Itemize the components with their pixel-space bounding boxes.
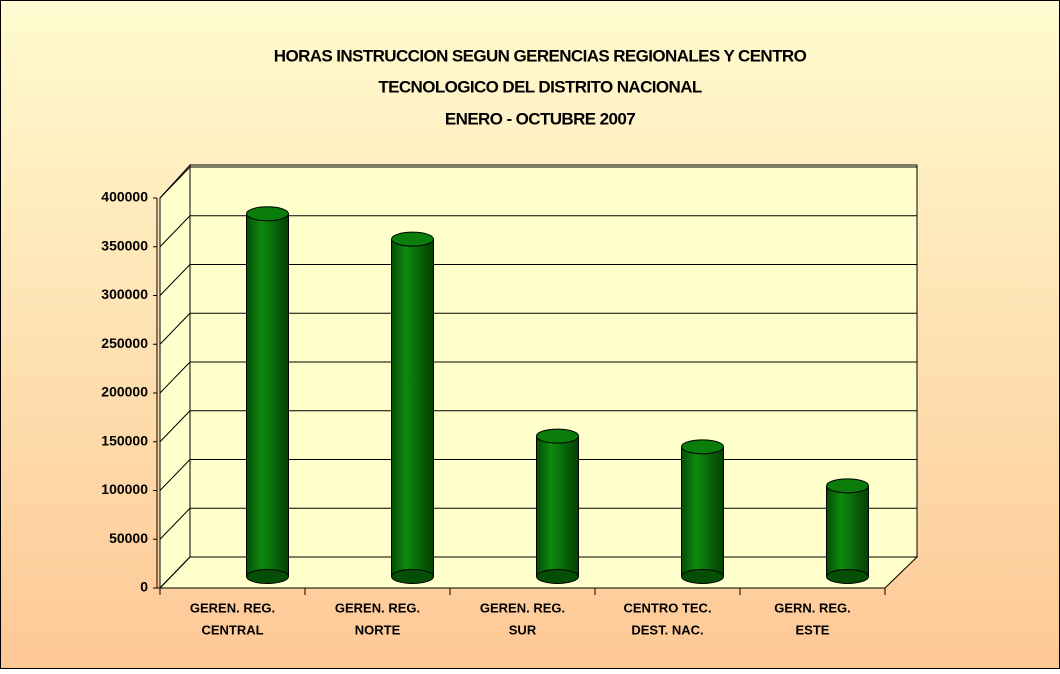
y-tick-label: 100000: [101, 481, 148, 497]
x-tick-label: GERN. REG.: [774, 600, 851, 615]
bar: [536, 436, 579, 577]
bar-base: [826, 569, 869, 584]
x-tick-label: CENTRAL: [201, 622, 263, 637]
bar: [391, 239, 434, 577]
y-tick-label: 300000: [101, 286, 148, 302]
grid-line: [159, 166, 191, 199]
bar-base: [246, 569, 289, 584]
chart-title: ENERO - OCTUBRE 2007: [445, 109, 635, 128]
bar-top: [246, 206, 289, 222]
x-tick-label: ESTE: [796, 622, 830, 637]
side-wall: [159, 163, 191, 590]
grid-line: [159, 361, 191, 394]
bar: [246, 213, 289, 577]
y-tick-label: 250000: [101, 335, 148, 351]
grid-line: [159, 264, 191, 296]
bar-base: [681, 569, 724, 584]
y-tick-label: 50000: [109, 530, 148, 546]
bar-top: [681, 439, 724, 455]
x-tick-label: DEST. NAC.: [631, 622, 703, 637]
x-tick-label: CENTRO TEC.: [623, 600, 711, 615]
y-tick-label: 0: [140, 579, 148, 595]
grid-line: [159, 459, 191, 491]
x-tick-label: GEREN. REG.: [190, 600, 275, 615]
x-tick-label: SUR: [509, 622, 537, 637]
bar: [826, 485, 869, 577]
bar-base: [391, 569, 434, 584]
y-tick-label: 200000: [101, 384, 148, 400]
grid-line: [159, 410, 191, 443]
chart-title: TECNOLOGICO DEL DISTRITO NACIONAL: [378, 77, 702, 96]
y-tick-label: 150000: [101, 432, 148, 448]
grid-line: [159, 507, 191, 540]
grid-line: [159, 312, 191, 345]
x-tick-label: GEREN. REG.: [335, 600, 420, 615]
bar-base: [536, 569, 579, 584]
bar-top: [536, 428, 579, 444]
bar-top: [391, 231, 434, 247]
grid-line: [159, 215, 191, 248]
x-tick-label: GEREN. REG.: [480, 600, 565, 615]
grid-line: [159, 556, 191, 589]
bar-top: [826, 478, 869, 494]
chart-title: HORAS INSTRUCCION SEGUN GERENCIAS REGION…: [274, 46, 807, 65]
bar: [681, 446, 724, 577]
y-tick-label: 350000: [101, 237, 148, 253]
y-tick-label: 400000: [101, 189, 148, 205]
x-tick-label: NORTE: [355, 622, 401, 637]
